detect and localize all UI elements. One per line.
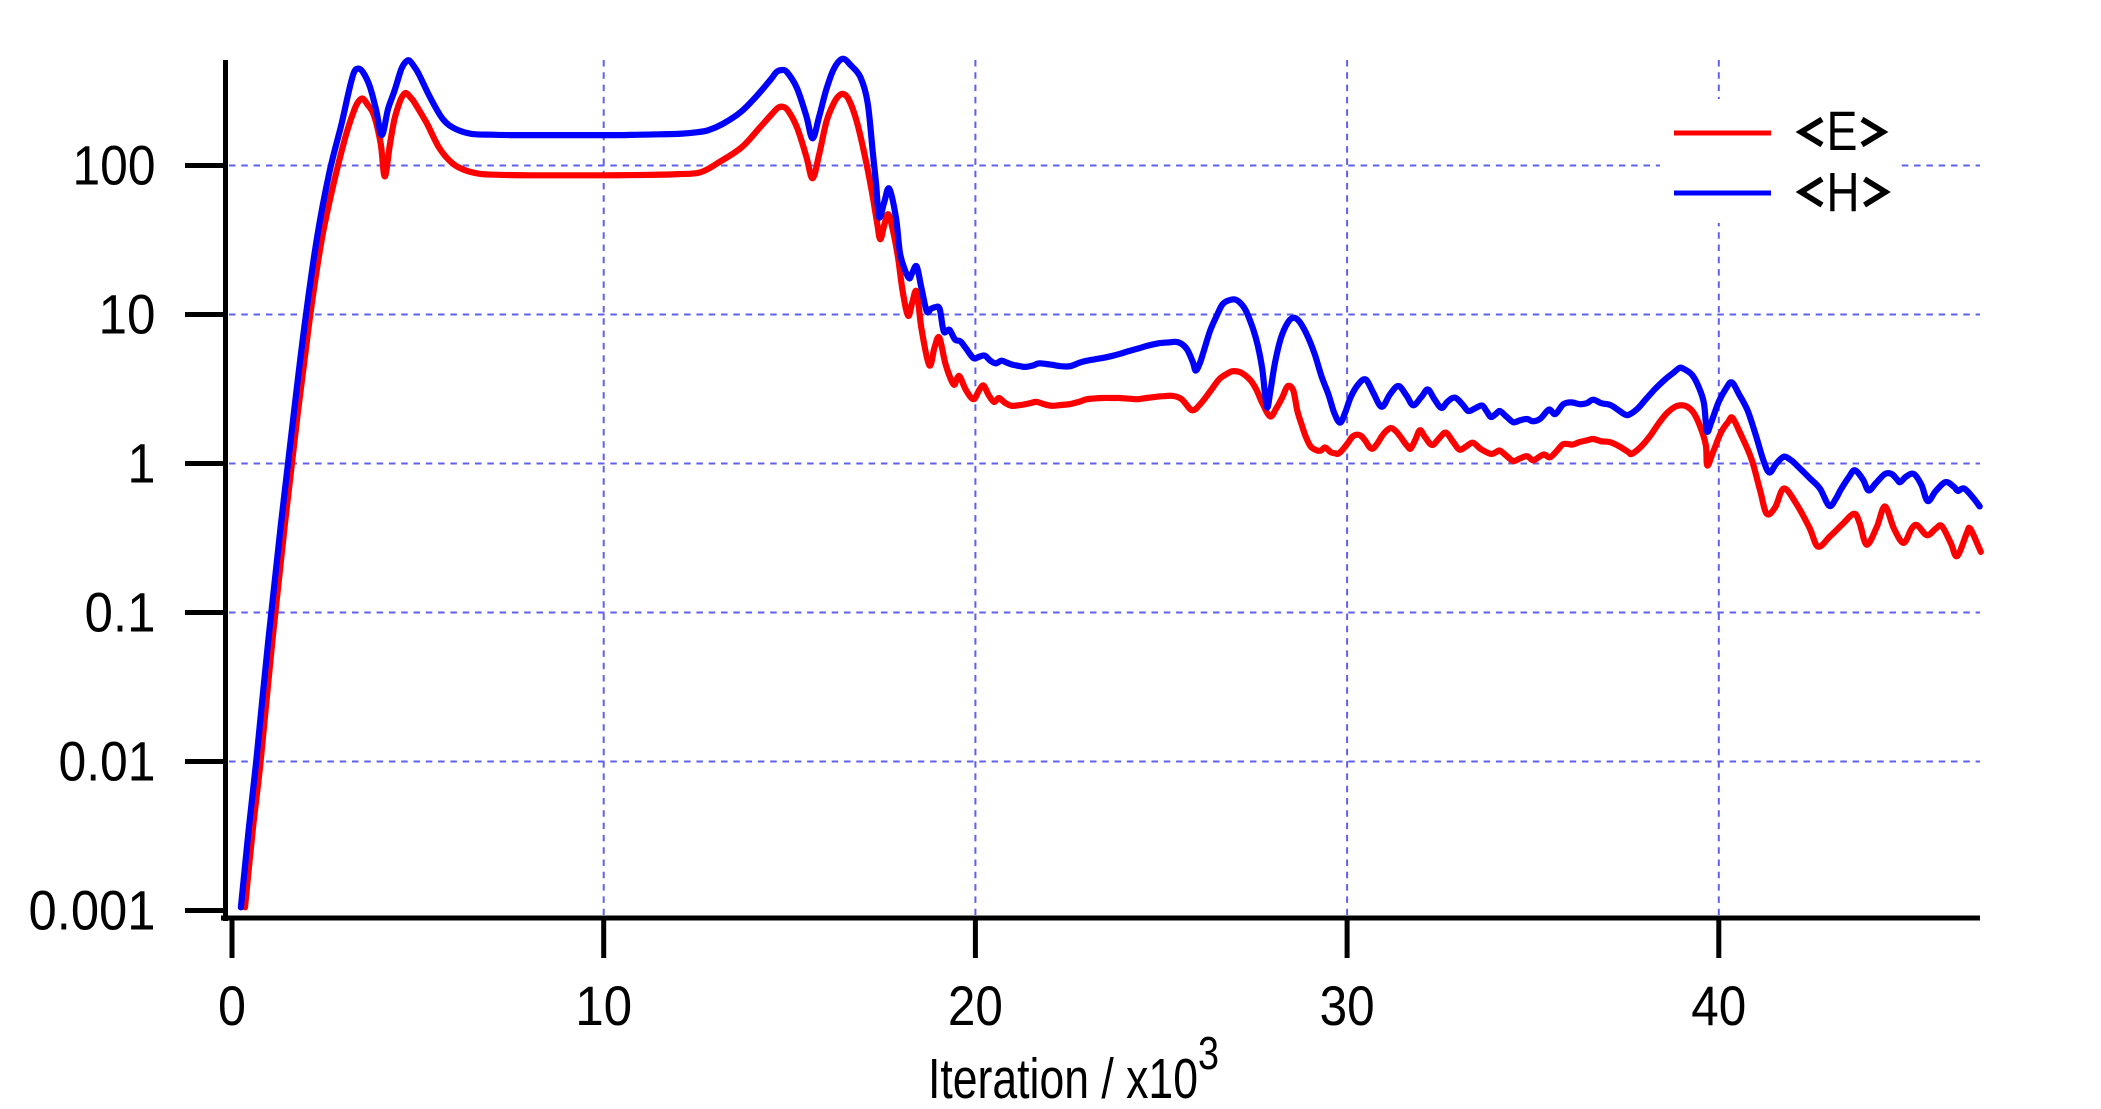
svg-text:40: 40: [1691, 974, 1746, 1037]
svg-text:10: 10: [575, 974, 632, 1037]
svg-text:0.1: 0.1: [85, 580, 156, 643]
svg-text:E: E: [1827, 99, 1858, 162]
svg-text:1: 1: [128, 431, 156, 494]
svg-text:0.01: 0.01: [59, 729, 156, 792]
svg-text:0: 0: [218, 974, 246, 1037]
svg-text:3: 3: [1198, 1027, 1219, 1079]
svg-text:20: 20: [948, 974, 1003, 1037]
svg-text:30: 30: [1320, 974, 1375, 1037]
svg-text:10: 10: [99, 282, 156, 345]
svg-text:H: H: [1827, 161, 1860, 224]
svg-text:100: 100: [73, 133, 156, 196]
svg-text:0.001: 0.001: [29, 878, 156, 941]
svg-text:Iteration / x10: Iteration / x10: [928, 1047, 1198, 1109]
